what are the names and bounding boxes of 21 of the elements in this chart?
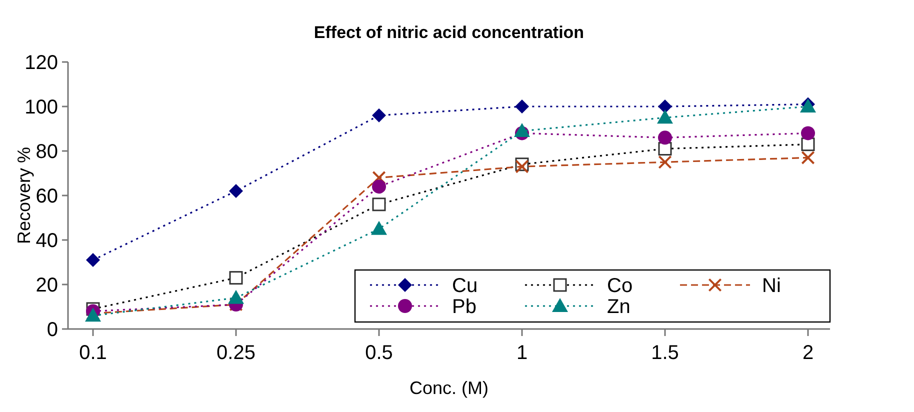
x-axis-title: Conc. (M) [409,378,489,398]
legend-label: Zn [607,296,630,318]
legend-label: Ni [762,275,781,297]
legend-label: Cu [452,275,478,297]
y-axis-title: Recovery % [14,146,34,244]
y-tick-label: 80 [36,141,58,163]
x-tick-label: 0.5 [365,342,393,364]
y-tick-label: 0 [46,319,58,341]
legend-label: Co [607,275,633,297]
y-tick-label: 120 [24,52,58,74]
y-tick-label: 20 [36,274,58,296]
chart-title: Effect of nitric acid concentration [314,23,584,42]
y-tick-label: 60 [36,186,58,208]
y-tick-label: 100 [24,96,58,118]
x-tick-label: 2 [802,342,814,364]
x-tick-label: 0.25 [216,342,256,364]
y-tick-label: 40 [36,230,58,252]
x-tick-label: 1.5 [651,342,679,364]
x-tick-label: 1 [516,342,528,364]
x-tick-label: 0.1 [79,342,107,364]
legend-label: Pb [452,296,476,318]
